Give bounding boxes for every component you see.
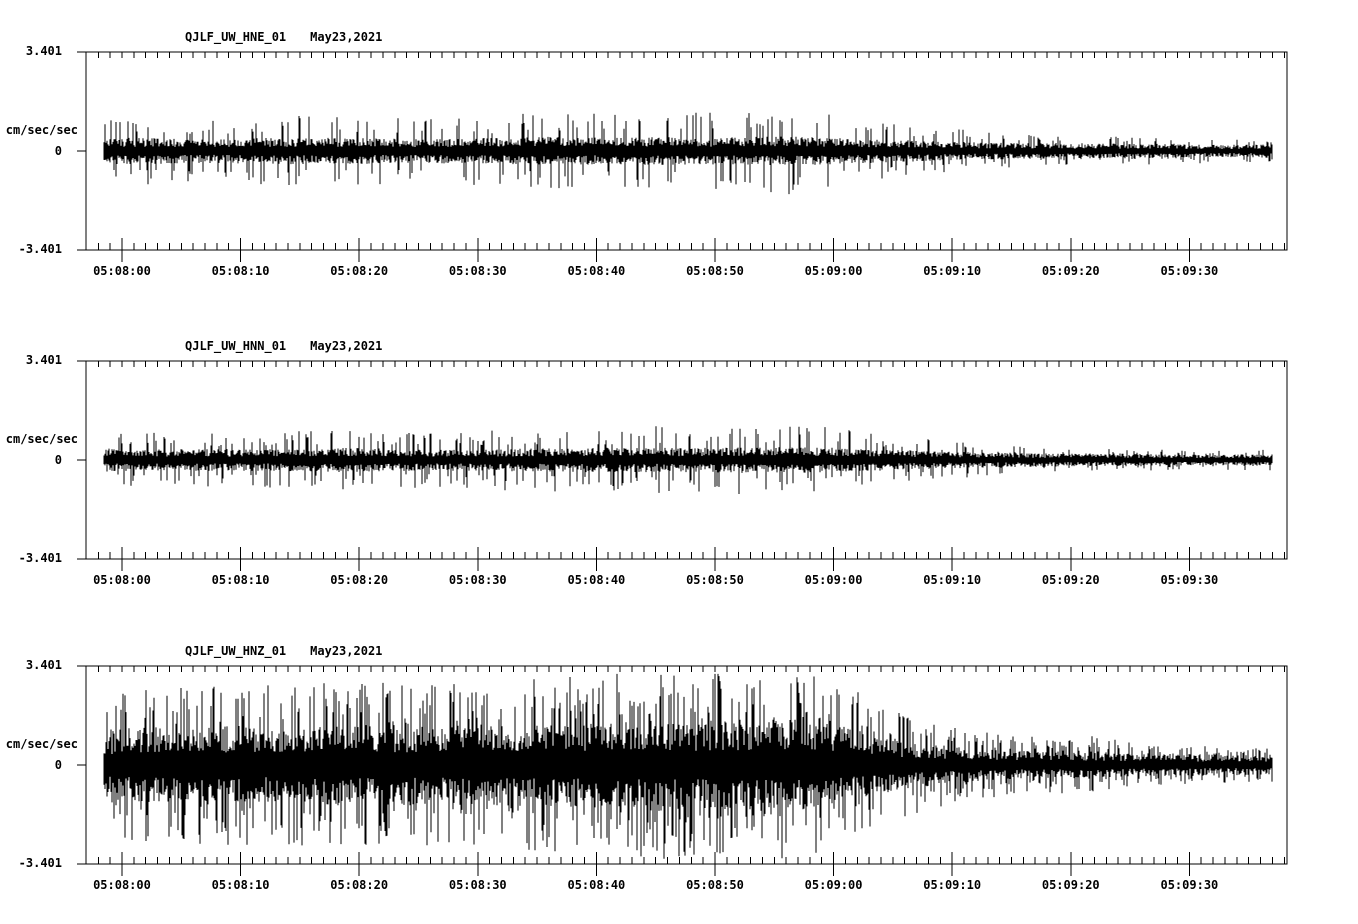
waveform-plot-canvas: [77, 51, 1288, 876]
seismogram-page: QJLF_UW_HNE_01 May23,2021 3.401 cm/sec/s…: [5, 30, 1288, 892]
